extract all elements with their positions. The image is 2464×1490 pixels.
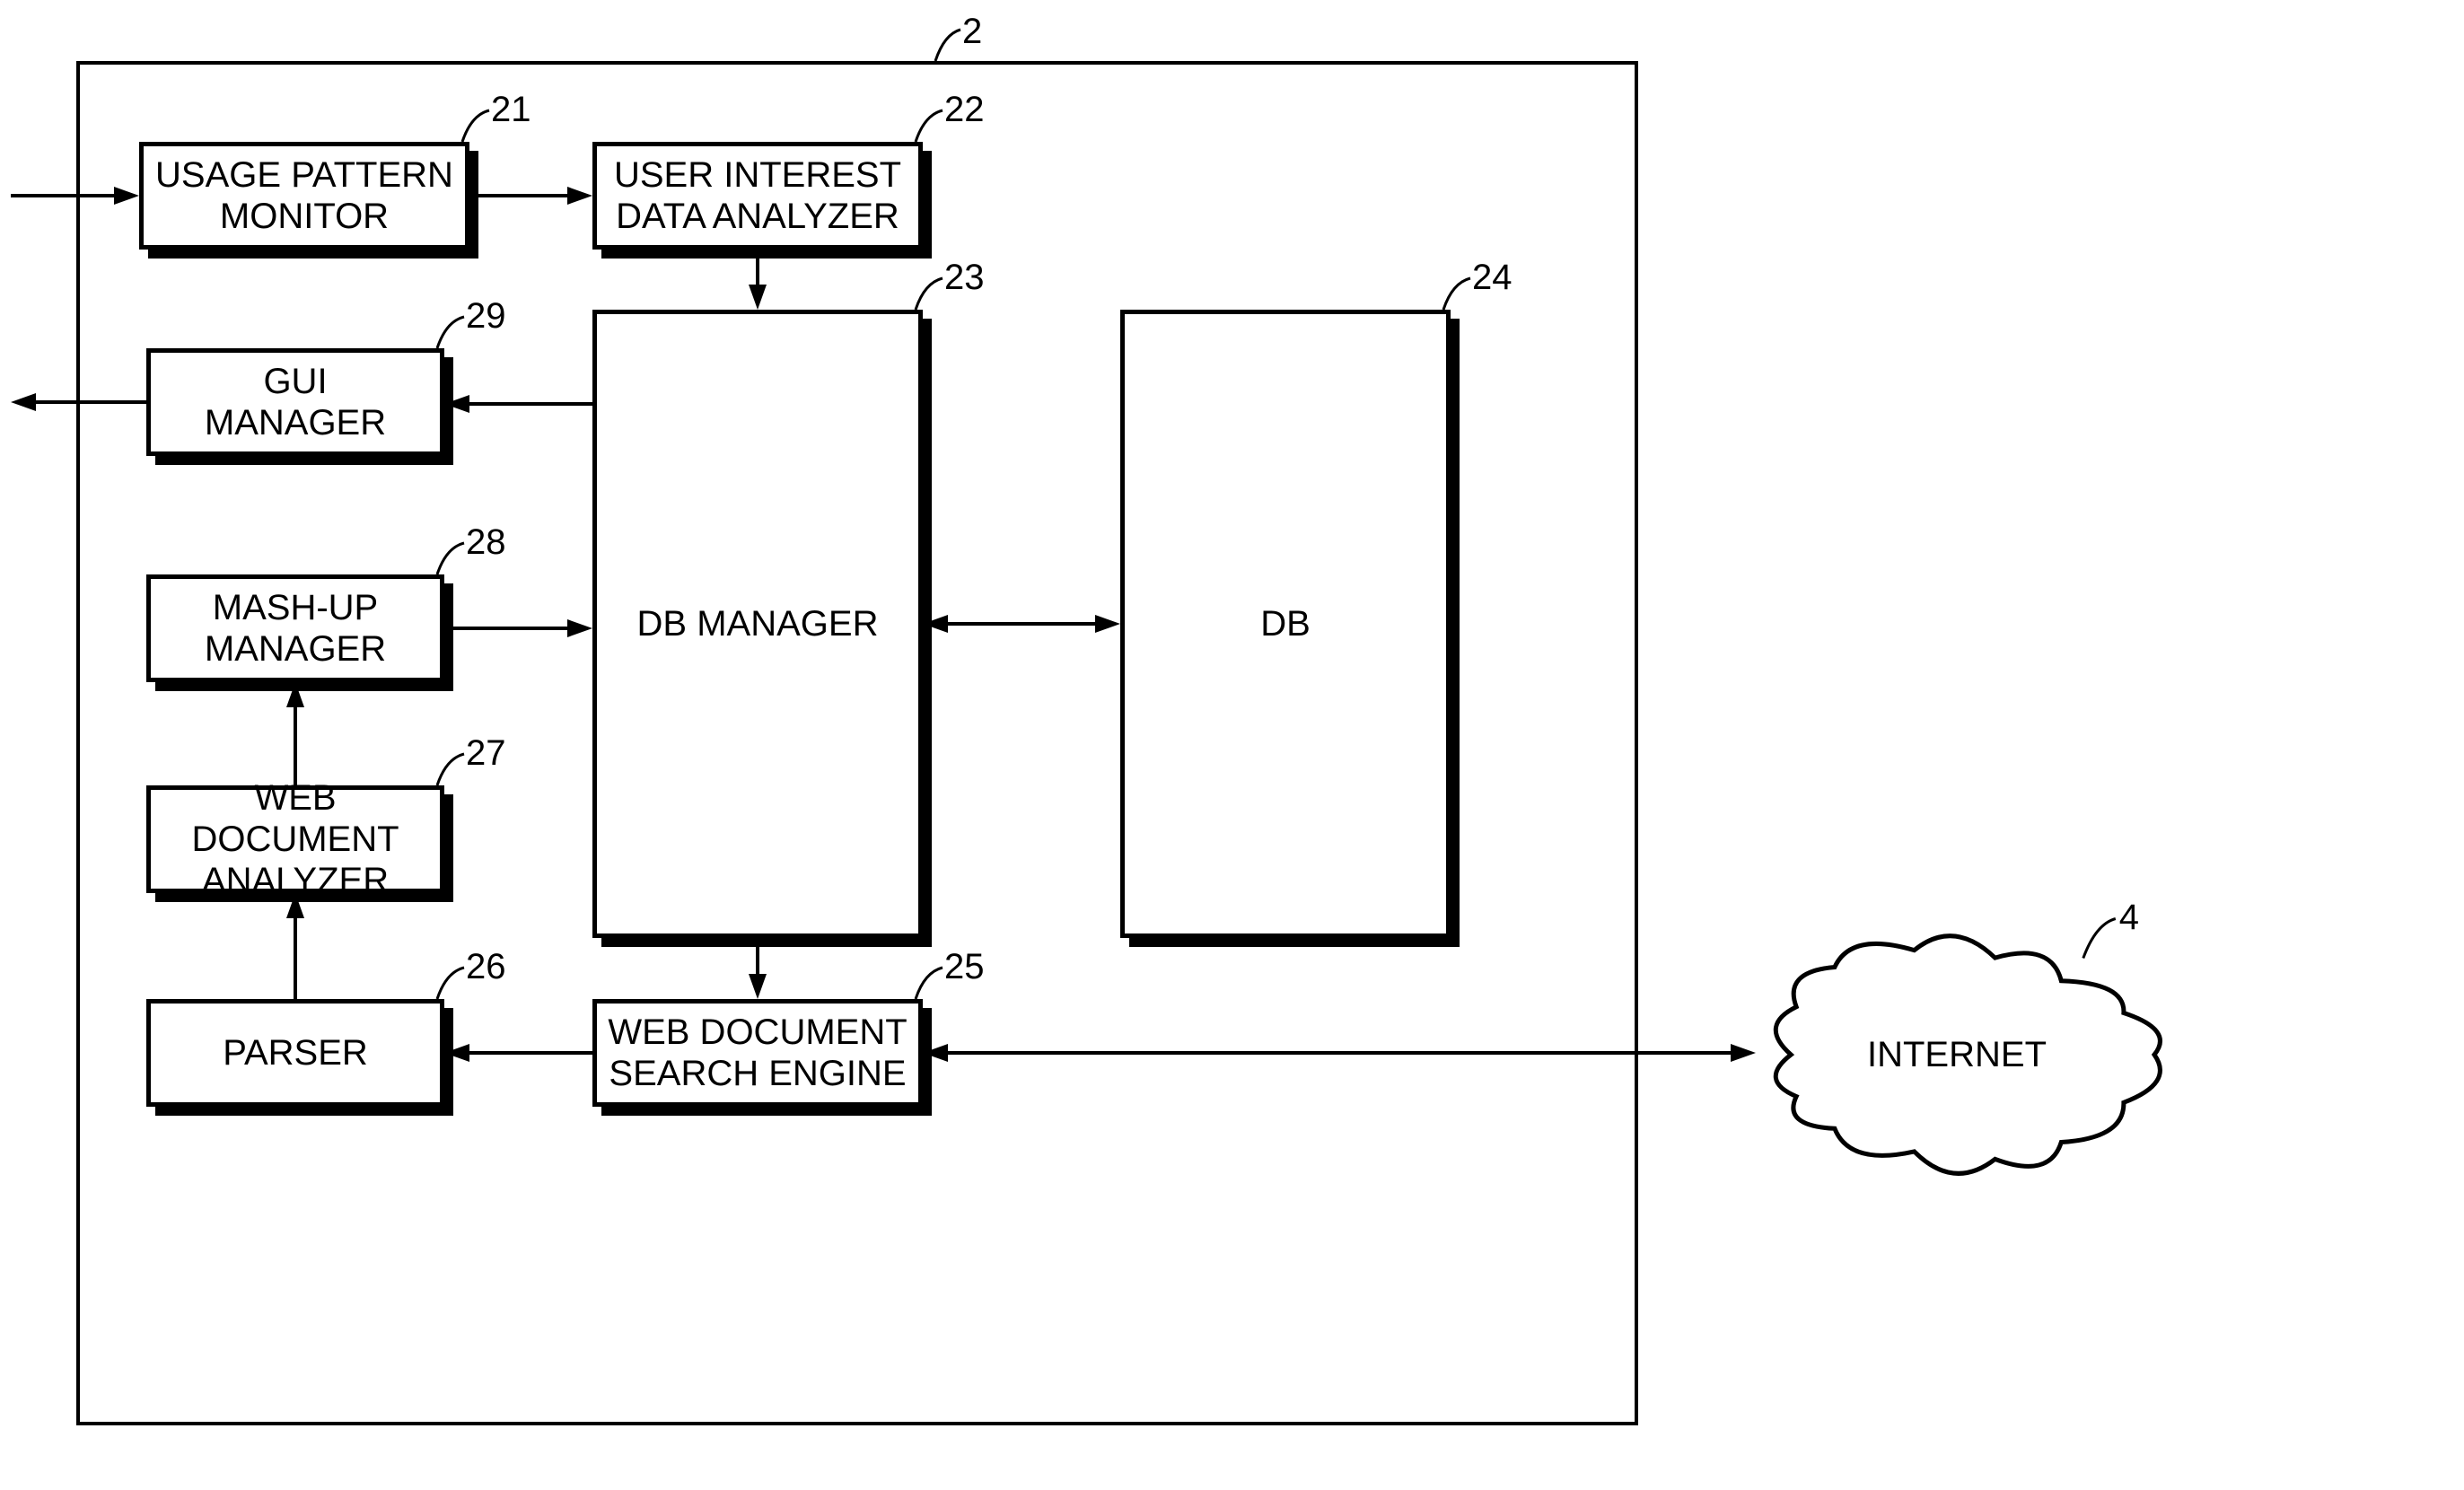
ref-label-n27: 27 [466, 733, 506, 774]
block-n27: WEB DOCUMENT ANALYZER [146, 785, 444, 893]
block-n21: USAGE PATTERN MONITOR [139, 142, 469, 250]
block-n28: MASH-UP MANAGER [146, 574, 444, 682]
block-n24: DB [1120, 310, 1451, 938]
cloud-label: INTERNET [1759, 942, 2154, 1167]
ref-label-n26: 26 [466, 947, 506, 987]
ref-label-n29: 29 [466, 296, 506, 337]
block-n25: WEB DOCUMENT SEARCH ENGINE [592, 999, 923, 1107]
ref-label-n28: 28 [466, 522, 506, 563]
block-n22: USER INTEREST DATA ANALYZER [592, 142, 923, 250]
block-n23: DB MANAGER [592, 310, 923, 938]
ref-label-n24: 24 [1472, 258, 1513, 298]
block-n26: PARSER [146, 999, 444, 1107]
diagram-stage: 2 USAGE PATTERN MONITOR 21 USER INTEREST DA… [0, 0, 2464, 1490]
block-n29: GUI MANAGER [146, 348, 444, 456]
ref-label-n23: 23 [944, 258, 985, 298]
ref-label-cloud: 4 [2119, 898, 2139, 938]
ref-label-n22: 22 [944, 90, 985, 130]
container-ref-label: 2 [962, 12, 982, 52]
ref-label-n25: 25 [944, 947, 985, 987]
ref-label-n21: 21 [491, 90, 531, 130]
